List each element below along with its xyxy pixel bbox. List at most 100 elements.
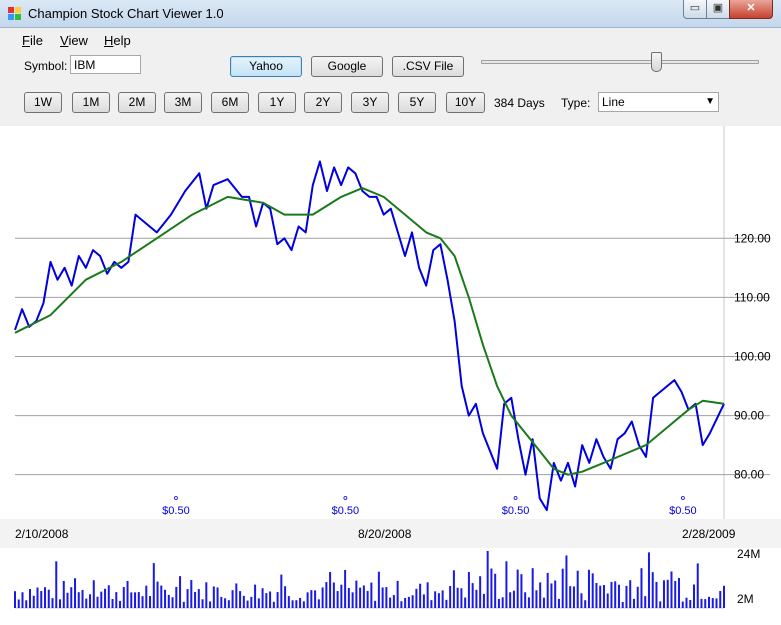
maximize-button[interactable]: ▣ xyxy=(706,0,730,19)
volume-bar xyxy=(122,587,125,608)
volume-bar xyxy=(659,601,662,608)
range-button-6m[interactable]: 6M xyxy=(211,92,249,113)
slider-thumb[interactable] xyxy=(651,52,662,72)
close-button[interactable]: ✕ xyxy=(729,0,773,19)
volume-bar xyxy=(621,601,624,608)
volume-bar xyxy=(602,585,605,608)
volume-bar xyxy=(471,583,474,608)
volume-bar xyxy=(396,580,399,608)
volume-bar xyxy=(651,572,654,608)
volume-bottom-label: 2M xyxy=(737,592,754,606)
range-button-5y[interactable]: 5Y xyxy=(398,92,436,113)
price-series-line xyxy=(14,160,725,512)
volume-bar xyxy=(287,596,290,608)
csv-file-button[interactable]: .CSV File xyxy=(392,56,464,77)
google-button[interactable]: Google xyxy=(311,56,383,77)
yahoo-button[interactable]: Yahoo xyxy=(230,56,302,77)
volume-bar xyxy=(610,581,613,608)
volume-bar xyxy=(527,597,530,608)
range-button-2m[interactable]: 2M xyxy=(118,92,156,113)
volume-bar xyxy=(685,597,688,608)
volume-bar xyxy=(629,580,632,608)
volume-bar xyxy=(516,569,519,608)
range-button-1y[interactable]: 1Y xyxy=(258,92,296,113)
volume-bar xyxy=(156,581,159,608)
range-button-2y[interactable]: 2Y xyxy=(304,92,342,113)
menu-view[interactable]: View xyxy=(60,33,88,48)
title-bar: Champion Stock Chart Viewer 1.0 ▭ ▣ ✕ xyxy=(0,0,781,28)
volume-bar xyxy=(164,589,167,608)
dividend-dot xyxy=(513,496,518,500)
app-icon xyxy=(8,7,22,21)
minimize-button[interactable]: ▭ xyxy=(683,0,707,19)
menu-help[interactable]: Help xyxy=(104,33,131,48)
volume-bar xyxy=(542,597,545,608)
volume-bar xyxy=(55,561,58,608)
volume-bar xyxy=(595,582,598,608)
volume-bar xyxy=(490,568,493,608)
range-button-3y[interactable]: 3Y xyxy=(351,92,389,113)
volume-bar xyxy=(370,582,373,608)
volume-bar xyxy=(107,585,110,608)
volume-bar xyxy=(550,583,553,608)
dividend-label: $0.50 xyxy=(332,505,360,517)
chart-type-value: Line xyxy=(602,95,625,109)
range-button-1m[interactable]: 1M xyxy=(72,92,110,113)
volume-bar xyxy=(246,600,249,608)
volume-bar xyxy=(666,579,669,608)
volume-bar xyxy=(89,594,92,608)
volume-bar xyxy=(212,586,215,608)
range-button-10y[interactable]: 10Y xyxy=(446,92,485,113)
volume-bar xyxy=(306,592,309,608)
volume-bar xyxy=(325,582,328,608)
volume-bar xyxy=(689,600,692,608)
volume-bar xyxy=(355,580,358,608)
volume-bar xyxy=(482,593,485,608)
menu-file[interactable]: File xyxy=(22,33,43,48)
symbol-input[interactable] xyxy=(70,55,141,74)
volume-bar xyxy=(261,588,264,608)
volume-bar xyxy=(160,585,163,608)
volume-bar xyxy=(321,587,324,608)
volume-bar xyxy=(467,572,470,608)
dividend-label: $0.50 xyxy=(669,505,697,517)
volume-bar xyxy=(265,593,268,608)
type-label: Type: xyxy=(561,96,591,110)
volume-bar xyxy=(404,597,407,608)
dividend-label: $0.50 xyxy=(162,505,190,517)
volume-bar xyxy=(719,591,722,608)
volume-bar xyxy=(497,598,500,608)
volume-bar xyxy=(250,596,253,608)
chart-area: 120.00 110.00 100.00 90.00 80.00 $0.50 $0.50 $0… xyxy=(0,126,781,625)
volume-bar xyxy=(644,596,647,608)
volume-bar xyxy=(310,590,313,608)
volume-bar xyxy=(464,597,467,608)
volume-bar xyxy=(494,573,497,608)
volume-bar xyxy=(100,591,103,608)
volume-bar xyxy=(486,551,489,608)
volume-bar xyxy=(111,599,114,608)
volume-bar xyxy=(32,595,35,608)
volume-bar xyxy=(591,573,594,608)
volume-bar xyxy=(430,600,433,608)
volume-bar xyxy=(336,591,339,608)
slider-track[interactable] xyxy=(481,60,759,64)
date-band xyxy=(0,519,781,548)
range-button-3m[interactable]: 3M xyxy=(164,92,202,113)
volume-bar xyxy=(557,598,560,608)
volume-bar xyxy=(400,601,403,608)
volume-top-label: 24M xyxy=(737,547,760,561)
chart-type-select[interactable]: Line ▼ xyxy=(598,92,719,112)
volume-bar xyxy=(520,574,523,608)
volume-bar xyxy=(44,587,47,608)
volume-bar xyxy=(179,576,182,608)
volume-bar xyxy=(175,586,178,608)
volume-bar xyxy=(299,597,302,608)
range-button-1w[interactable]: 1W xyxy=(24,92,62,113)
volume-bar xyxy=(535,590,538,608)
volume-bar xyxy=(655,581,658,608)
volume-bar xyxy=(479,576,482,608)
volume-bar xyxy=(81,589,84,608)
volume-bar xyxy=(340,584,343,608)
window-title: Champion Stock Chart Viewer 1.0 xyxy=(28,6,224,21)
